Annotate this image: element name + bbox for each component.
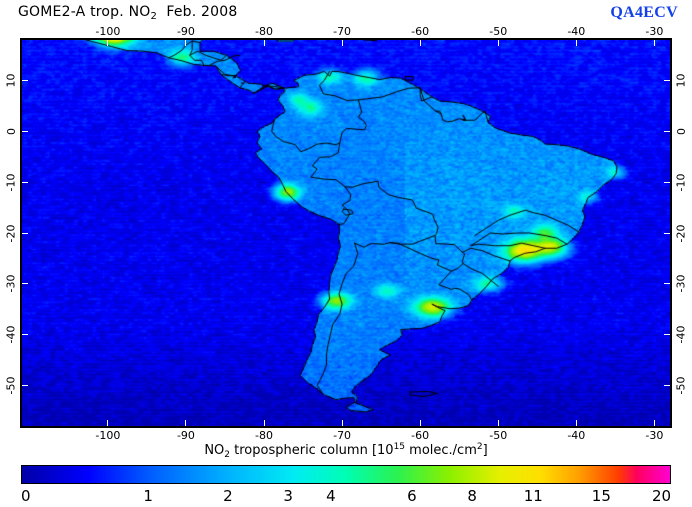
x-axis-label-top: -70 [333, 25, 352, 38]
y-axis-label-left: 10 [4, 73, 18, 88]
caption-species-subscript: 2 [224, 450, 231, 460]
x-axis-label-top: -50 [489, 25, 508, 38]
y-axis-label-left: -40 [4, 325, 18, 344]
caption-bracket-close: ] [482, 443, 488, 458]
y-axis-label-right: -50 [674, 376, 688, 395]
x-axis-label-bottom: -60 [411, 429, 430, 442]
x-axis-label-bottom: -100 [95, 429, 121, 442]
x-axis-label-top: -90 [176, 25, 195, 38]
map-plot-area [20, 38, 672, 428]
caption-exponent: 15 [393, 442, 406, 452]
caption-units: molec./cm [405, 443, 477, 458]
y-axis-label-right: 0 [674, 127, 688, 135]
y-axis-label-right: -20 [674, 224, 688, 242]
title-gap [157, 4, 166, 20]
x-axis-label-top: -80 [255, 25, 273, 38]
y-axis-label-right: -30 [674, 274, 688, 293]
colorbar-tick-label: 15 [591, 487, 611, 505]
colorbar-gradient [22, 466, 670, 483]
x-axis-label-top: -40 [567, 25, 586, 38]
y-axis-label-right: -40 [674, 325, 688, 344]
x-axis-label-bottom: -50 [489, 429, 508, 442]
x-axis-label-top: -100 [95, 25, 121, 38]
caption-units-exponent: 2 [476, 442, 483, 452]
colorbar-caption: NO2 tropospheric column [1015 molec./cm2… [0, 442, 692, 460]
colorbar-tick-label: 8 [467, 487, 477, 505]
x-axis-label-bottom: -80 [255, 429, 273, 442]
x-axis-label-top: -30 [645, 25, 664, 38]
title-period: Feb. 2008 [166, 4, 238, 20]
y-axis-label-left: -10 [4, 173, 18, 192]
colorbar-tick-label: 2 [223, 487, 233, 505]
no2-column-heatmap [22, 40, 670, 426]
colorbar-tick-label: 20 [652, 487, 672, 505]
colorbar-tick-label: 11 [523, 487, 543, 505]
y-axis-label-left: 0 [4, 127, 18, 135]
colorbar-tick-label: 0 [21, 487, 31, 505]
x-axis-label-bottom: -40 [567, 429, 586, 442]
y-axis-label-left: -50 [4, 376, 18, 395]
caption-species: NO [204, 443, 225, 458]
qa4ecv-logo: QA4ECV [610, 4, 678, 21]
caption-mid: tropospheric column [10 [230, 443, 394, 458]
colorbar-tick-label: 6 [407, 487, 417, 505]
colorbar-tick-label: 3 [283, 487, 293, 505]
y-axis-label-right: 10 [674, 73, 688, 88]
title-quantity: trop. NO [90, 4, 151, 20]
title-quantity-subscript: 2 [150, 11, 158, 22]
colorbar-tick-label: 1 [143, 487, 153, 505]
colorbar [21, 465, 671, 484]
x-axis-label-top: -60 [411, 25, 430, 38]
x-axis-label-bottom: -70 [333, 429, 352, 442]
y-axis-label-right: -10 [674, 173, 688, 192]
x-axis-label-bottom: -30 [645, 429, 664, 442]
y-axis-label-left: -30 [4, 274, 18, 293]
colorbar-tick-label: 4 [326, 487, 336, 505]
y-axis-label-left: -20 [4, 224, 18, 242]
title-instrument: GOME2-A [18, 4, 86, 20]
figure-title: GOME2-A trop. NO2 Feb. 2008 [18, 4, 238, 22]
x-axis-label-bottom: -90 [176, 429, 195, 442]
